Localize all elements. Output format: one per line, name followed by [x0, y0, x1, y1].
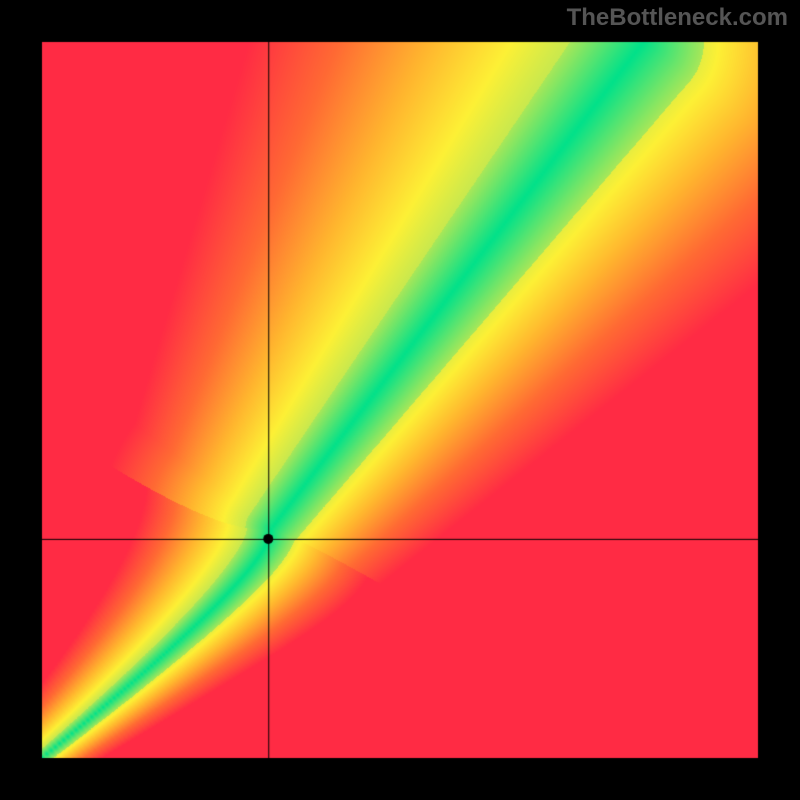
figure-root: TheBottleneck.com — [0, 0, 800, 800]
bottleneck-heatmap-canvas — [0, 0, 800, 800]
attribution-label: TheBottleneck.com — [567, 4, 788, 32]
